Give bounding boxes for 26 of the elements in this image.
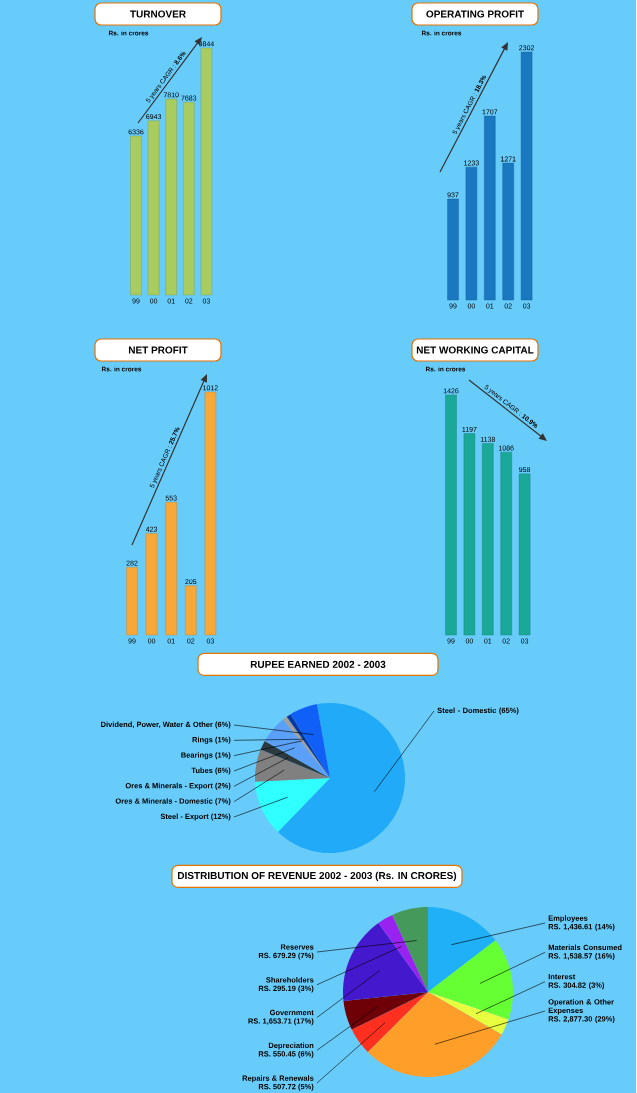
bar [500, 452, 512, 636]
chart-title: NET WORKING CAPITAL [416, 346, 534, 354]
bar [445, 394, 457, 636]
bar [518, 473, 531, 636]
bar [447, 198, 459, 301]
bar [200, 47, 212, 296]
chart-title: OPERATING PROFIT [426, 10, 524, 18]
bar [183, 102, 195, 296]
chart-title: NET PROFIT [128, 346, 188, 354]
chart-title: RUPEE EARNED 2002 - 2003 [250, 660, 386, 668]
bar [185, 585, 197, 636]
bar [502, 162, 514, 301]
chart-title: TURNOVER [129, 10, 186, 18]
bar [130, 135, 142, 296]
bar [482, 443, 494, 636]
bar [165, 502, 177, 636]
bar [147, 120, 160, 296]
bar [145, 533, 158, 636]
bar [126, 567, 138, 636]
chart-title: DISTRIBUTION OF REVENUE 2002 - 2003 (Rs. IN CRORES) [177, 871, 457, 882]
bar [520, 51, 533, 301]
bar [484, 115, 496, 301]
bar [165, 98, 177, 296]
bar [465, 166, 477, 301]
bar [463, 433, 475, 636]
bar [204, 391, 217, 636]
